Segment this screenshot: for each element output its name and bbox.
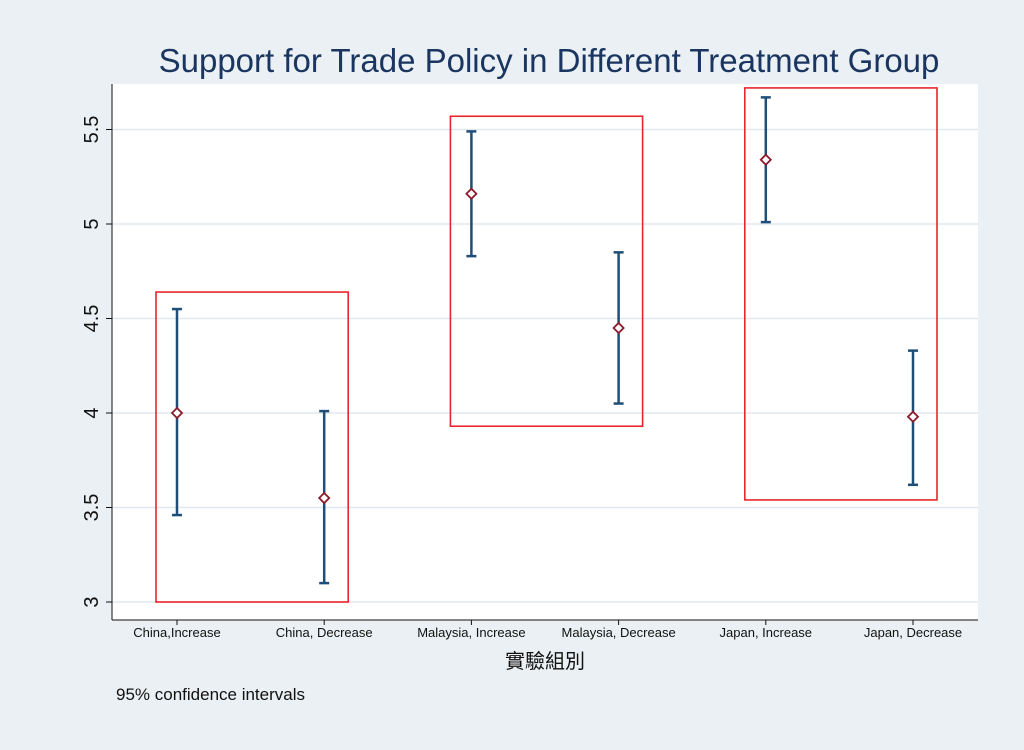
x-tick-label: Malaysia, Increase	[417, 625, 525, 640]
confidence-note: 95% confidence intervals	[116, 685, 305, 704]
x-tick-label: Japan, Decrease	[864, 625, 962, 640]
point-marker	[759, 153, 773, 167]
y-tick-label: 5	[81, 218, 103, 229]
y-tick-label: 3.5	[81, 494, 103, 522]
highlight-box	[743, 87, 938, 501]
highlight-boxes	[155, 87, 938, 603]
point-marker	[170, 406, 184, 420]
highlight-box	[155, 291, 349, 603]
plot-area	[112, 84, 978, 620]
y-tick-label: 4.5	[81, 305, 103, 333]
x-axis-label: 實驗組別	[505, 649, 585, 673]
chart-title: Support for Trade Policy in Different Tr…	[159, 42, 940, 79]
point-marker	[612, 321, 625, 335]
point-marker	[465, 187, 478, 201]
axes: 3 3.5 4 4.5 5 5.5	[81, 84, 978, 625]
error-bars	[170, 96, 920, 585]
point-marker	[906, 410, 920, 424]
highlight-box	[449, 115, 644, 428]
x-tick-label: Japan, Increase	[720, 625, 813, 640]
labels: China,Increase China, Decrease Malaysia, I…	[133, 625, 962, 640]
y-tick-label: 3	[81, 596, 103, 607]
point-marker	[317, 491, 331, 505]
x-tick-label: Malaysia, Decrease	[562, 625, 676, 640]
y-tick-label: 5.5	[81, 116, 103, 144]
x-tick-label: China, Decrease	[276, 625, 373, 640]
y-tick-label: 4	[81, 407, 103, 418]
x-tick-label: China,Increase	[133, 625, 220, 640]
